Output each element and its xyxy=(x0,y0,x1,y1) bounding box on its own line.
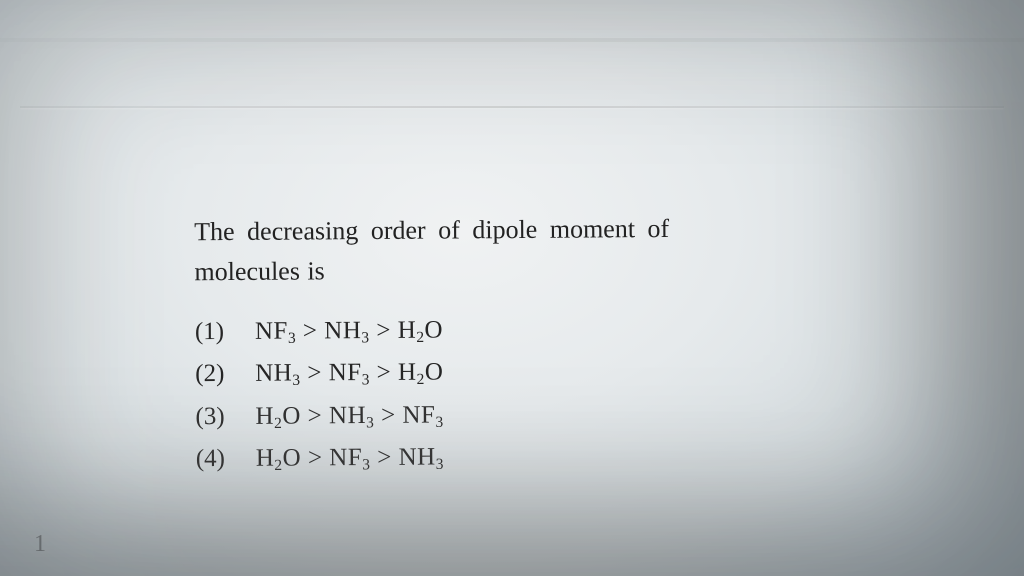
question-text: The decreasing order of dipole moment of… xyxy=(194,208,835,293)
page-number: 1 xyxy=(34,531,46,558)
option-number: (1) xyxy=(195,311,241,354)
option-number: (3) xyxy=(195,396,241,439)
question-line2: molecules is xyxy=(194,248,834,293)
separator-line xyxy=(20,106,1004,108)
question-block: The decreasing order of dipole moment of… xyxy=(194,208,836,481)
option-formula: NH3 > NF3 > H2O xyxy=(255,352,443,396)
option-2: (2) NH3 > NF3 > H2O xyxy=(195,349,835,396)
options-list: (1) NF3 > NH3 > H2O (2) NH3 > NF3 > H2O … xyxy=(195,306,836,480)
option-number: (2) xyxy=(195,353,241,396)
top-band xyxy=(0,38,1024,42)
option-formula: H2O > NF3 > NH3 xyxy=(256,437,444,481)
option-4: (4) H2O > NF3 > NH3 xyxy=(196,434,836,481)
option-number: (4) xyxy=(196,438,242,481)
option-formula: H2O > NH3 > NF3 xyxy=(255,394,443,438)
option-formula: NF3 > NH3 > H2O xyxy=(255,309,443,353)
question-line1: The decreasing order of dipole moment of xyxy=(194,214,669,246)
option-1: (1) NF3 > NH3 > H2O xyxy=(195,306,835,353)
option-3: (3) H2O > NH3 > NF3 xyxy=(195,391,835,438)
